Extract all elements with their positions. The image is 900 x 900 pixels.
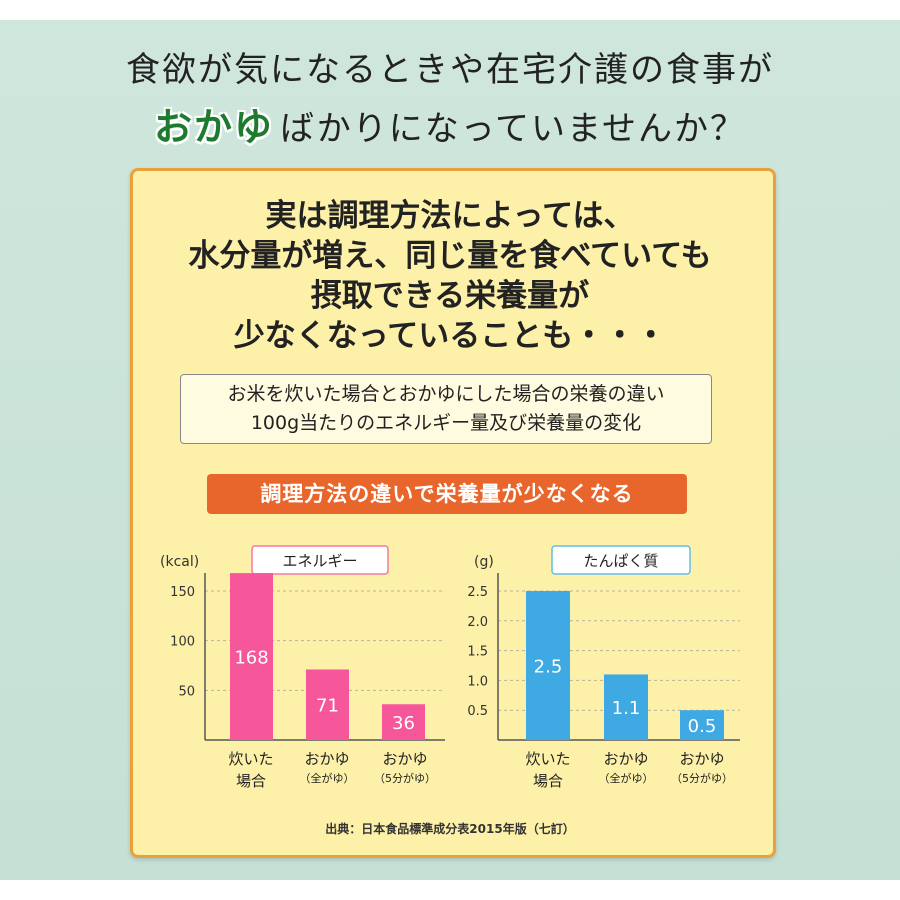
energy-category-sublabel: 場合 [236, 772, 266, 790]
protein-category-sublabel: 場合 [533, 772, 563, 790]
protein-category-label: おかゆ [603, 750, 648, 768]
protein-legend-label: たんぱく質 [583, 552, 658, 570]
protein-bar-value-label: 1.1 [612, 698, 641, 719]
protein-y-tick-label: 0.5 [467, 704, 488, 719]
energy-legend-box [251, 545, 389, 575]
comparison-description-line-2: 100g当たりのエネルギー量及び栄養量の変化 [250, 412, 642, 434]
energy-bar-value-label: 168 [234, 648, 268, 669]
energy-bar-value-label: 36 [392, 713, 415, 734]
protein-bar [680, 710, 724, 740]
lead-text: 実は調理方法によっては、 水分量が増え、同じ量を食べていても 摂取できる栄養量が… [0, 196, 900, 356]
conclusion-banner: 調理方法の違いで栄養量が少なくなる [207, 474, 687, 514]
protein-bar-value-label: 2.5 [534, 657, 563, 678]
energy-bar [306, 669, 349, 740]
protein-bar [604, 674, 648, 740]
lead-line-1: 実は調理方法によっては、 [265, 198, 635, 234]
energy-category-label: 炊いた [228, 750, 273, 768]
protein-category-label: おかゆ [679, 750, 724, 768]
heading-line-1: 食欲が気になるときや在宅介護の食事が [126, 50, 774, 90]
energy-unit-label: (kcal) [160, 554, 199, 570]
energy-category-label: おかゆ [382, 750, 427, 768]
protein-y-tick-label: 2.0 [467, 615, 488, 630]
comparison-description-line-1: お米を炊いた場合とおかゆにした場合の栄養の違い [227, 383, 665, 405]
protein-category-sublabel: （全がゆ） [599, 771, 654, 785]
energy-bar [230, 573, 273, 740]
protein-y-tick-label: 2.5 [467, 585, 488, 600]
heading-emphasis-okayu: おかゆ [154, 105, 275, 149]
comparison-description-box: お米を炊いた場合とおかゆにした場合の栄養の違い 100g当たりのエネルギー量及び… [180, 374, 712, 444]
energy-bar-value-label: 71 [316, 696, 339, 717]
protein-unit-label: (g) [474, 554, 494, 570]
source-citation: 出典：日本食品標準成分表2015年版（七訂） [325, 822, 575, 836]
heading-line-2-rest: ばかりになっていませんか？ [280, 109, 746, 149]
energy-category-sublabel: （5分がゆ） [374, 771, 436, 785]
protein-category-sublabel: （5分がゆ） [671, 771, 733, 785]
energy-y-tick-label: 50 [178, 684, 195, 699]
protein-bar-value-label: 0.5 [688, 716, 717, 737]
protein-y-tick-label: 1.0 [467, 674, 488, 689]
energy-category-sublabel: （全がゆ） [300, 771, 355, 785]
lead-line-4: 少なくなっていることも・・・ [233, 318, 667, 354]
protein-legend-box [551, 545, 691, 575]
energy-legend-label: エネルギー [282, 552, 357, 570]
energy-y-tick-label: 150 [170, 585, 195, 600]
protein-bar [526, 591, 570, 740]
lead-line-2: 水分量が増え、同じ量を食べていても [188, 238, 712, 274]
lead-line-3: 摂取できる栄養量が [310, 278, 590, 314]
energy-bar [382, 704, 425, 740]
heading-line-2: おかゆ ばかりになっていませんか？ [0, 96, 900, 151]
protein-category-label: 炊いた [525, 750, 570, 768]
energy-category-label: おかゆ [304, 750, 349, 768]
protein-y-tick-label: 1.5 [467, 645, 488, 660]
energy-y-tick-label: 100 [170, 635, 195, 650]
